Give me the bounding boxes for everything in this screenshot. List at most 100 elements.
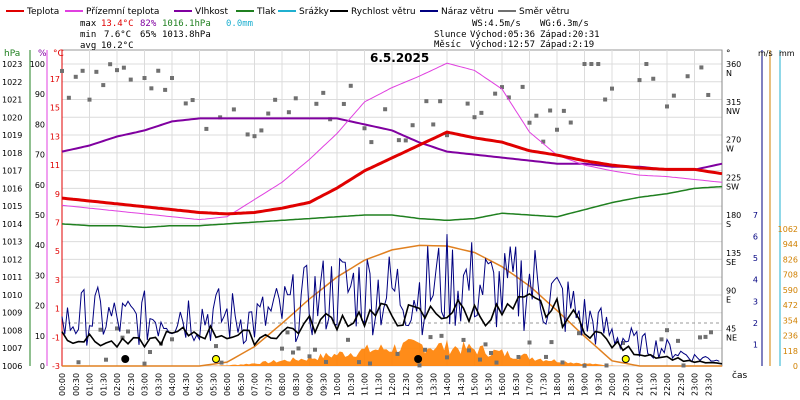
wind-dir-point	[500, 85, 504, 90]
temperature-line	[61, 130, 723, 216]
ms-axis-title: m/s	[758, 49, 773, 58]
c-axis-title: °C	[53, 49, 64, 59]
wind-dir-point	[321, 90, 326, 95]
stat-min-label: min	[80, 30, 96, 40]
legend-label: Náraz větru	[441, 7, 494, 17]
x-tick-label: 15:30	[484, 373, 493, 396]
dir-tick-label: SW	[726, 182, 739, 191]
hpa-tick-label: 1011	[2, 273, 22, 282]
sol-tick-label: 472	[783, 301, 798, 310]
stat-max-temp: 13.4°C	[101, 19, 134, 29]
wind-dir-point	[348, 83, 353, 88]
hpa-tick-label: 1006	[2, 362, 22, 371]
c-tick-label: 15	[50, 104, 60, 113]
wind-dir-point	[544, 354, 548, 359]
ms-tick-label: 2	[753, 319, 758, 328]
hpa-tick-label: 1017	[2, 167, 22, 176]
c-tick-label: -3	[52, 362, 60, 371]
mm-axis-title: mm	[779, 49, 795, 58]
stat-min-press: 1013.8hPa	[162, 30, 211, 40]
wind-dir-point	[651, 76, 656, 81]
stat-max-press: 1016.1hPa	[162, 19, 211, 29]
wind-dir-point	[403, 138, 408, 143]
sol-tick-label: 826	[783, 255, 798, 264]
x-tick-label: 08:00	[278, 373, 287, 396]
wind-dir-point	[156, 68, 161, 73]
wind-dir-point	[465, 101, 470, 106]
sol-tick-label: 0	[793, 362, 798, 371]
wind-dir-point	[80, 68, 85, 73]
dir-tick-label: 360	[726, 60, 741, 69]
pct-axis-title: %	[38, 49, 47, 59]
wind-dir-point	[589, 62, 594, 66]
dir-tick-label: 135	[726, 249, 741, 258]
pct-tick-label: 80	[35, 120, 45, 129]
x-tick-label: 11:30	[374, 373, 383, 396]
wind-dir-point	[431, 122, 436, 127]
x-tick-label: 20:00	[608, 373, 617, 396]
legend-label: Rychlost větru	[351, 7, 416, 17]
wind-dir-point	[410, 123, 415, 128]
wind-dir-point	[252, 134, 257, 139]
right-axes: ° m/s mm360N315NW270W225SW180S135SE90E45NE…	[721, 49, 798, 371]
wind-dir-point	[445, 133, 449, 138]
wind-dir-point	[637, 78, 642, 83]
wind-dir-point	[665, 328, 669, 333]
wind-dir-point	[293, 96, 298, 101]
sol-tick-label: 590	[783, 286, 798, 295]
wind-dir-point	[66, 95, 71, 100]
hpa-tick-label: 1016	[2, 184, 22, 193]
wind-dir-point	[555, 127, 559, 132]
solar-measured-area	[62, 339, 722, 366]
dir-tick-label: 225	[726, 173, 741, 182]
x-tick-label: 13:00	[416, 373, 425, 396]
wind-dir-point	[204, 126, 209, 131]
hpa-tick-label: 1008	[2, 326, 22, 335]
wind-ws: WS:4.5m/s	[472, 19, 521, 29]
wind-dir-point	[142, 361, 147, 366]
wind-dir-point	[568, 120, 573, 125]
x-tick-label: 03:30	[154, 373, 163, 396]
wind-dir-point	[148, 350, 152, 355]
wind-dir-point	[516, 354, 521, 359]
wind-dir-point	[280, 346, 284, 351]
wind-dir-point	[665, 104, 669, 109]
wind-dir-point	[439, 333, 444, 338]
sunrise-marker	[212, 355, 220, 363]
wind-dir-point	[170, 76, 174, 81]
dir-tick-label: 315	[726, 98, 741, 107]
pressure-line	[61, 185, 723, 229]
stat-avg-label: avg	[80, 41, 96, 51]
wind-dir-point	[291, 350, 295, 355]
x-tick-label: 05:00	[196, 373, 205, 396]
sunset-marker	[621, 355, 630, 363]
hpa-tick-label: 1009	[2, 309, 22, 318]
ms-tick-label: 1	[753, 340, 758, 349]
x-tick-label: 03:00	[141, 373, 150, 396]
wind-dir-point	[259, 128, 264, 133]
x-tick-label: 22:30	[677, 373, 686, 396]
wind-dir-point	[219, 360, 224, 365]
wind-dir-point	[561, 108, 566, 113]
x-tick-label: 19:30	[594, 373, 603, 396]
x-tick-label: 04:00	[168, 373, 177, 396]
wind-dir-point	[183, 101, 188, 106]
x-tick-label: 11:00	[361, 373, 370, 396]
wind-dir-point	[273, 97, 278, 102]
moonrise-marker	[414, 355, 423, 363]
deg-axis-title: °	[726, 49, 731, 59]
wind-dir-point	[115, 68, 119, 73]
c-tick-label: 11	[50, 161, 60, 170]
wind-dir-point	[493, 91, 498, 96]
wind-dir-point	[520, 84, 525, 89]
hpa-tick-label: 1010	[2, 291, 22, 300]
wind-dir-point	[494, 360, 499, 365]
left-axes: hPa% °C1023102210211020101910181017101610…	[2, 49, 64, 371]
wind-dir-point	[549, 340, 554, 345]
x-tick-label: 04:30	[182, 373, 191, 396]
pct-tick-label: 70	[35, 151, 45, 160]
wind-dir-point	[604, 363, 609, 368]
pct-tick-label: 40	[35, 241, 45, 250]
pct-tick-label: 0	[40, 362, 45, 371]
wind-dir-point	[142, 76, 147, 81]
